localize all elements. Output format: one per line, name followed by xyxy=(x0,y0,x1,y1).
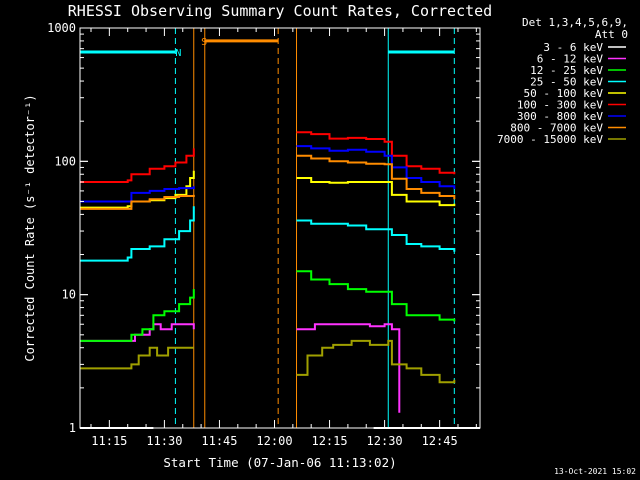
series-line xyxy=(296,145,456,189)
legend-label: 100 - 300 keV xyxy=(517,99,603,112)
series-line xyxy=(80,148,195,183)
y-tick-label: 10 xyxy=(62,288,76,302)
x-tick-label: 11:30 xyxy=(146,434,182,448)
y-axis-label: Corrected Count Rate (s⁻¹ detector⁻¹) xyxy=(23,94,37,361)
series-line xyxy=(296,177,456,207)
x-tick-label: 11:45 xyxy=(201,434,237,448)
legend-header-1: Det 1,3,4,5,6,9, xyxy=(522,16,628,29)
y-tick-label: 100 xyxy=(54,154,76,168)
chart-title: RHESSI Observing Summary Count Rates, Co… xyxy=(68,2,492,20)
series-line xyxy=(80,194,195,210)
plot-content: N S 11:15 11:30 11:45 12:00 12:15 12:30 12:45 1 10… xyxy=(47,21,481,448)
x-axis-label: Start Time (07-Jan-06 11:13:02) xyxy=(163,455,396,470)
series-line xyxy=(296,131,456,175)
x-tick-label: 11:15 xyxy=(91,434,127,448)
legend-label: 7000 - 15000 keV xyxy=(497,133,603,146)
series-line xyxy=(80,186,195,203)
y-tick-label: 1 xyxy=(69,421,76,435)
x-tick-label: 12:15 xyxy=(311,434,347,448)
series-line xyxy=(296,339,456,384)
legend-label: 6 - 12 keV xyxy=(537,53,604,66)
series-line xyxy=(296,219,456,252)
series-line xyxy=(296,323,401,413)
legend-header-2: Att 0 xyxy=(595,28,628,41)
ylabel-group: Corrected Count Rate (s⁻¹ detector⁻¹) xyxy=(23,94,37,361)
series-line xyxy=(80,289,195,342)
legend-label: 800 - 7000 keV xyxy=(510,122,603,135)
legend-label: 300 - 800 keV xyxy=(517,110,603,123)
x-tick-label: 12:00 xyxy=(256,434,292,448)
y-tick-label: 1000 xyxy=(47,21,76,35)
series-line xyxy=(296,270,456,322)
series-line xyxy=(80,206,195,262)
annotation-label: N xyxy=(175,48,181,59)
series-line xyxy=(296,154,456,200)
x-tick-label: 12:45 xyxy=(422,434,458,448)
legend-label: 3 - 6 keV xyxy=(543,41,603,54)
legend-label: 25 - 50 keV xyxy=(530,76,603,89)
legend-label: 12 - 25 keV xyxy=(530,64,603,77)
annotation-label: S xyxy=(201,37,207,48)
footer-timestamp: 13-Oct-2021 15:02 xyxy=(554,467,636,476)
series-line xyxy=(80,323,195,342)
legend-label: 50 - 100 keV xyxy=(524,87,604,100)
series-line xyxy=(80,346,194,370)
x-tick-label: 12:30 xyxy=(367,434,403,448)
plot-frame xyxy=(79,27,481,429)
